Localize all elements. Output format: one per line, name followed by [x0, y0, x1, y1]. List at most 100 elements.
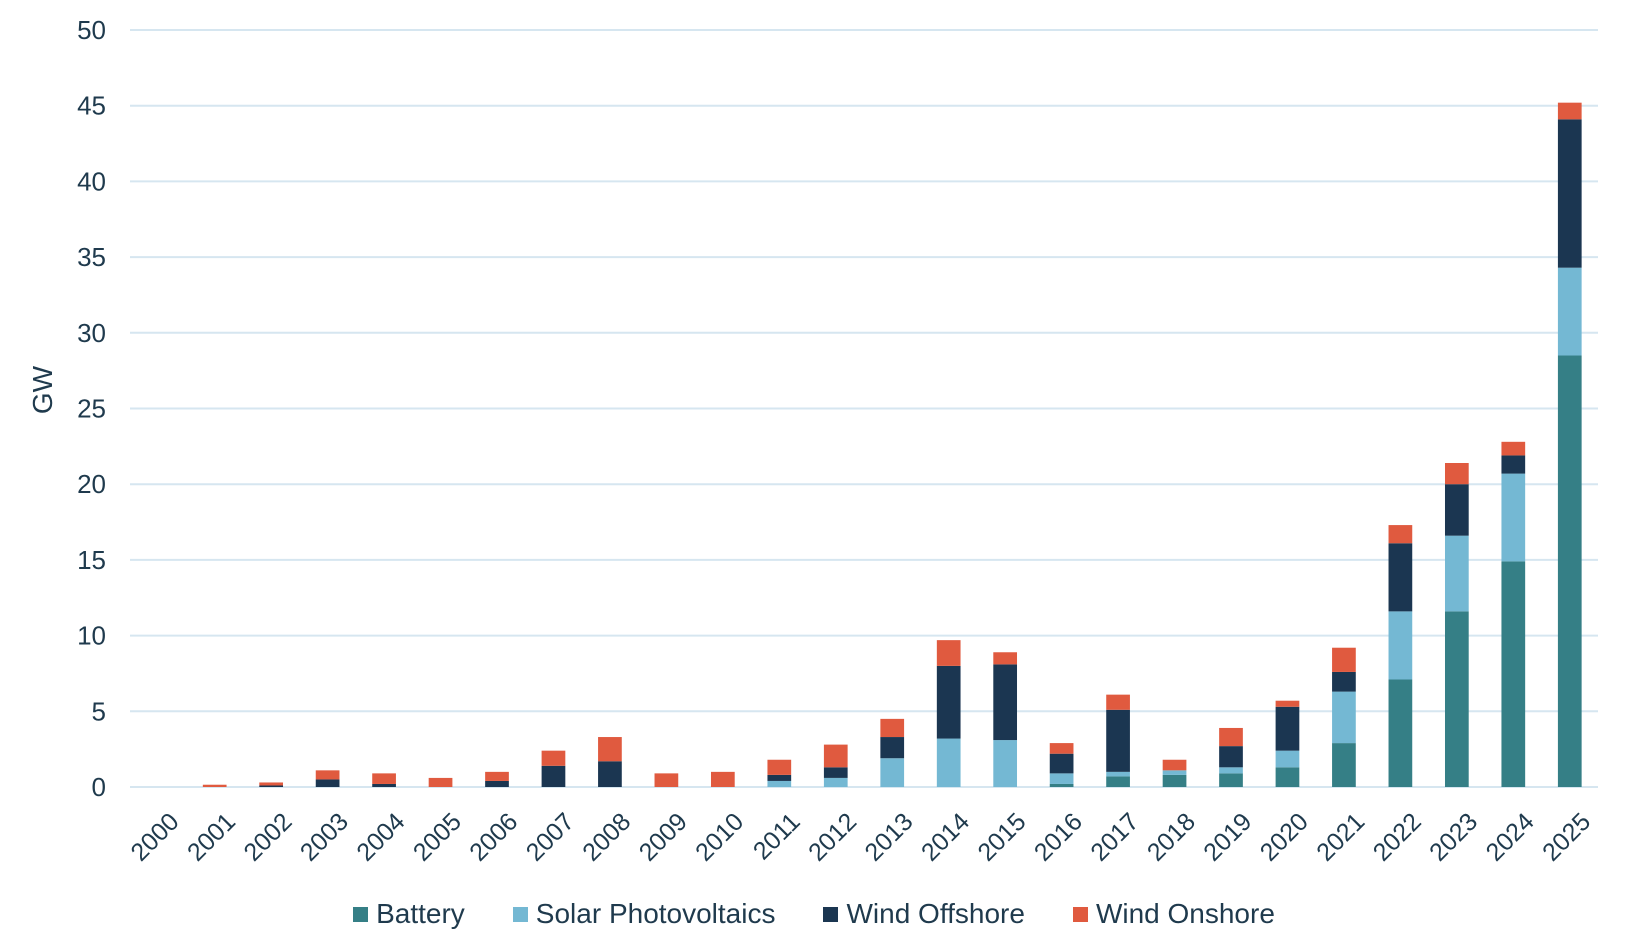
y-tick-label: 30	[77, 318, 106, 348]
bar-segment-wind-onshore-2014	[936, 640, 961, 666]
x-tick-label: 2008	[577, 808, 636, 867]
x-tick-label: 2025	[1537, 808, 1596, 867]
bar-segment-wind-onshore-2019	[1219, 727, 1243, 747]
x-tick-label: 2009	[634, 808, 693, 867]
bar-segment-wind-offshore-2020	[1275, 706, 1300, 751]
bar-segment-wind-onshore-2005	[428, 777, 453, 787]
bar-segment-battery-2019	[1219, 773, 1243, 787]
x-tick-label: 2007	[521, 808, 580, 867]
y-tick-label: 45	[77, 91, 106, 121]
bar-segment-wind-onshore-2021	[1332, 647, 1356, 672]
bar-segment-solar-photovoltaics-2013	[880, 758, 905, 787]
bar-segment-wind-offshore-2002	[259, 785, 284, 787]
legend-item: Solar Photovoltaics	[512, 898, 775, 930]
bar-segment-solar-photovoltaics-2012	[823, 777, 848, 787]
x-tick-label: 2020	[1255, 808, 1314, 867]
bar-segment-wind-offshore-2003	[315, 779, 340, 787]
bar-segment-wind-onshore-2007	[541, 750, 566, 766]
x-tick-label: 2006	[464, 808, 523, 867]
bar-segment-wind-offshore-2019	[1219, 746, 1243, 768]
bar-segment-wind-offshore-2004	[372, 783, 396, 787]
x-tick-label: 2016	[1029, 808, 1088, 867]
bar-segment-wind-offshore-2016	[1049, 753, 1074, 774]
bar-segment-wind-onshore-2024	[1501, 441, 1526, 456]
bar-segment-wind-onshore-2025	[1557, 102, 1582, 120]
bar-segment-battery-2022	[1388, 679, 1413, 787]
bar-segment-wind-offshore-2013	[880, 737, 905, 759]
x-tick-label: 2015	[972, 808, 1031, 867]
bar-segment-battery-2016	[1049, 783, 1074, 787]
bar-segment-wind-offshore-2015	[993, 664, 1018, 741]
x-tick-label: 2018	[1142, 808, 1201, 867]
x-tick-label: 2001	[182, 808, 241, 867]
x-tick-label: 2003	[295, 808, 354, 867]
bar-segment-wind-offshore-2011	[767, 774, 792, 781]
y-tick-label: 5	[92, 696, 106, 726]
x-tick-label: 2005	[408, 808, 467, 867]
legend-swatch	[1072, 906, 1088, 922]
bar-segment-battery-2017	[1106, 776, 1130, 787]
bar-segment-wind-offshore-2006	[485, 780, 509, 787]
bar-segment-wind-onshore-2016	[1049, 743, 1074, 754]
bar-segment-wind-offshore-2012	[823, 767, 848, 778]
bar-segment-wind-offshore-2025	[1557, 119, 1582, 268]
x-tick-label: 2013	[859, 808, 918, 867]
bar-segment-battery-2018	[1162, 774, 1187, 787]
legend-label: Wind Offshore	[846, 898, 1025, 929]
x-tick-label: 2002	[238, 808, 297, 867]
legend-item: Wind Offshore	[823, 898, 1025, 930]
bar-segment-battery-2024	[1501, 561, 1526, 787]
y-tick-label: 25	[77, 394, 106, 424]
bar-segment-solar-photovoltaics-2021	[1332, 691, 1356, 744]
bar-segment-wind-onshore-2006	[485, 771, 509, 781]
bar-segment-wind-onshore-2017	[1106, 694, 1130, 710]
bar-segment-battery-2025	[1557, 355, 1582, 787]
y-axis-ticks: 0 5 10 15 20 25 30 35 40 45 50	[77, 15, 106, 802]
bar-segment-wind-offshore-2014	[936, 665, 961, 739]
bar-segment-wind-onshore-2001	[202, 784, 227, 787]
x-tick-label: 2024	[1481, 808, 1540, 867]
bar-segment-solar-photovoltaics-2024	[1501, 473, 1526, 562]
y-tick-label: 20	[77, 469, 106, 499]
y-tick-label: 0	[92, 772, 106, 802]
bar-segment-solar-photovoltaics-2020	[1275, 750, 1300, 768]
y-tick-label: 40	[77, 166, 106, 196]
x-tick-label: 2011	[748, 808, 806, 866]
x-tick-label: 2004	[351, 808, 410, 867]
bar-segment-solar-photovoltaics-2022	[1388, 611, 1413, 680]
x-axis-ticks: 2000200120022003200420052006200720082009…	[125, 808, 1596, 867]
bar-segment-wind-offshore-2021	[1332, 671, 1356, 692]
bar-segment-solar-photovoltaics-2015	[993, 740, 1018, 787]
x-tick-label: 2019	[1198, 808, 1257, 867]
x-tick-label: 2021	[1311, 808, 1370, 867]
bar-segment-wind-onshore-2012	[823, 744, 848, 768]
y-tick-label: 15	[77, 545, 106, 575]
bar-segment-solar-photovoltaics-2019	[1219, 767, 1243, 774]
legend-swatch	[512, 906, 528, 922]
bar-segment-wind-onshore-2009	[654, 773, 679, 787]
bar-segment-wind-onshore-2004	[372, 773, 396, 784]
x-tick-label: 2017	[1085, 808, 1144, 867]
bar-segment-wind-onshore-2020	[1275, 700, 1300, 707]
bar-segment-wind-onshore-2008	[598, 737, 622, 762]
legend-item: Wind Onshore	[1072, 898, 1275, 930]
bar-segment-wind-onshore-2022	[1388, 525, 1413, 544]
legend-swatch	[353, 906, 369, 922]
x-tick-label: 2000	[125, 808, 184, 867]
bars	[202, 102, 1582, 787]
x-tick-label: 2014	[916, 808, 975, 867]
bar-segment-solar-photovoltaics-2011	[767, 780, 792, 787]
bar-segment-wind-offshore-2024	[1501, 455, 1526, 474]
bar-segment-solar-photovoltaics-2016	[1049, 773, 1074, 784]
bar-segment-wind-onshore-2015	[993, 652, 1018, 665]
x-tick-label: 2022	[1368, 808, 1427, 867]
y-axis-label: GW	[27, 365, 58, 414]
bar-segment-solar-photovoltaics-2014	[936, 738, 961, 787]
bar-segment-wind-onshore-2010	[710, 771, 735, 787]
y-tick-label: 10	[77, 621, 106, 651]
bar-segment-solar-photovoltaics-2023	[1444, 535, 1469, 612]
bar-segment-wind-offshore-2007	[541, 765, 566, 787]
bar-segment-wind-onshore-2002	[259, 782, 284, 786]
bar-segment-solar-photovoltaics-2025	[1557, 267, 1582, 356]
